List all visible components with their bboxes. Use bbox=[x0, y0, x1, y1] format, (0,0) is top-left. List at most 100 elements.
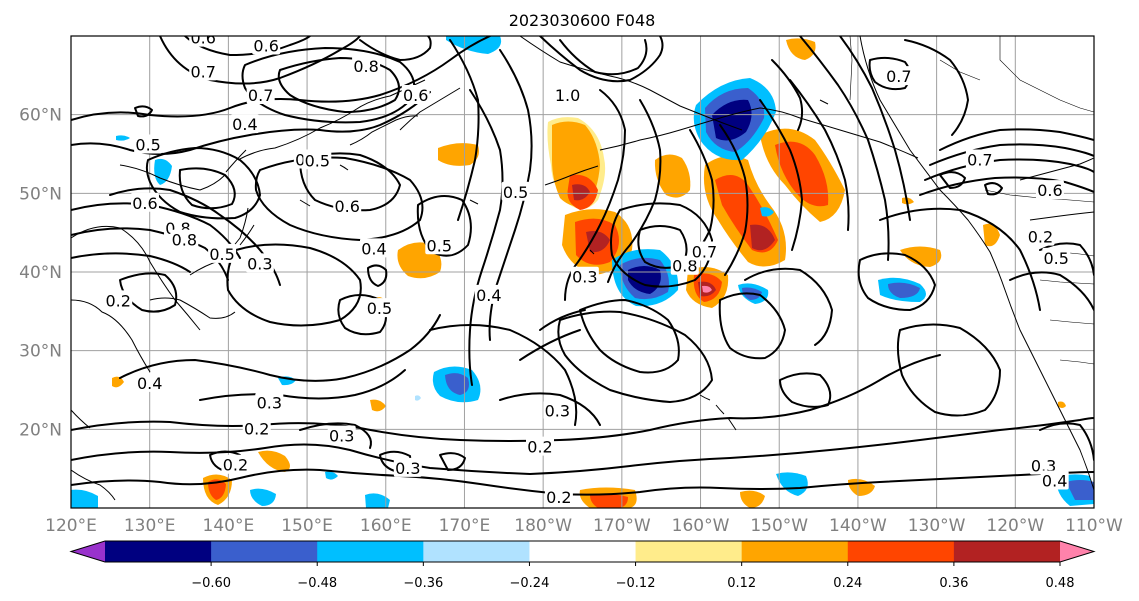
svg-text:0.5: 0.5 bbox=[135, 136, 160, 155]
svg-text:0.5: 0.5 bbox=[209, 245, 234, 264]
contour-label: 0.7 bbox=[189, 61, 218, 81]
contour-label: 0.5 bbox=[1042, 247, 1071, 268]
svg-text:0.4: 0.4 bbox=[361, 239, 386, 258]
svg-text:0.3: 0.3 bbox=[545, 401, 570, 420]
contour-label: 0.2 bbox=[221, 454, 250, 475]
colorbar-tick-label: −0.36 bbox=[403, 576, 443, 591]
colorbar: −0.60 −0.48 −0.36 −0.24 −0.12 0.12 0.24 0.36 0.4… bbox=[69, 540, 1096, 591]
svg-text:0.4: 0.4 bbox=[1042, 471, 1067, 490]
svg-text:0.2: 0.2 bbox=[546, 488, 571, 507]
contour-label: 0.8 bbox=[670, 255, 699, 276]
political-borders bbox=[849, 36, 1094, 365]
colorbar-tick-label: 0.36 bbox=[939, 576, 968, 591]
contour-label: 0.3 bbox=[570, 266, 599, 287]
longitude-tick-label: 130°E bbox=[124, 516, 176, 536]
contour-label: 0.6 bbox=[189, 29, 218, 48]
svg-text:0.8: 0.8 bbox=[672, 257, 697, 276]
contour-label: 0.8 bbox=[170, 229, 199, 250]
contour-label: 0.2 bbox=[1026, 226, 1055, 247]
svg-text:0.3: 0.3 bbox=[395, 459, 420, 478]
map-area: 0.60.60.70.80.70.61.00.40.50.50.50.50.60… bbox=[71, 29, 1094, 508]
latitude-tick-label: 20°N bbox=[19, 420, 62, 440]
contour-label: 0.4 bbox=[474, 284, 503, 305]
latitude-tick-label: 60°N bbox=[19, 106, 62, 126]
svg-text:0.2: 0.2 bbox=[527, 438, 552, 457]
contour-label: 0.3 bbox=[327, 425, 356, 446]
contour-label: 0.7 bbox=[246, 85, 275, 105]
latitude-tick-label: 50°N bbox=[19, 184, 62, 204]
longitude-tick-label: 160°E bbox=[360, 516, 412, 536]
svg-text:0.7: 0.7 bbox=[967, 151, 992, 170]
contour-label: 0.4 bbox=[359, 238, 388, 258]
colorbar-segment bbox=[741, 541, 849, 562]
colorbar-tick-label: 0.24 bbox=[833, 576, 862, 591]
longitude-tick-label: 170°E bbox=[439, 516, 491, 536]
colorbar-tick-label: 0.12 bbox=[727, 576, 756, 591]
contour-label: 0.7 bbox=[965, 149, 994, 170]
svg-text:0.5: 0.5 bbox=[305, 151, 330, 170]
chart-title: 2023030600 F048 bbox=[509, 11, 656, 30]
longitude-axis-labels: 120°E 130°E 140°E 150°E 160°E 170°E 180°W 170°W… bbox=[45, 516, 1123, 536]
svg-text:1.0: 1.0 bbox=[555, 86, 580, 105]
contour-label: 0.5 bbox=[501, 181, 530, 202]
contour-label: 0.6 bbox=[130, 192, 159, 213]
contour-label: 0.6 bbox=[1035, 180, 1064, 200]
contour-labels: 0.60.60.70.80.70.61.00.40.50.50.50.50.60… bbox=[104, 29, 1071, 507]
longitude-tick-label: 150°W bbox=[750, 516, 808, 536]
contour-label: 0.5 bbox=[134, 134, 163, 155]
latitude-axis-labels: 20°N 30°N 40°N 50°N 60°N bbox=[19, 106, 62, 441]
contour-label: 0.2 bbox=[242, 418, 271, 439]
svg-text:0.8: 0.8 bbox=[353, 57, 378, 76]
contour-label: 1.0 bbox=[553, 85, 582, 105]
colorbar-segment bbox=[105, 541, 212, 562]
latitude-tick-label: 40°N bbox=[19, 263, 62, 283]
svg-text:0.7: 0.7 bbox=[886, 67, 911, 86]
colorbar-extend-high bbox=[1060, 541, 1094, 562]
contour-label: 0.3 bbox=[245, 253, 274, 273]
svg-text:0.3: 0.3 bbox=[329, 427, 354, 446]
svg-text:0.4: 0.4 bbox=[476, 286, 501, 305]
map-frame bbox=[70, 35, 1095, 509]
contour-label: 0.5 bbox=[365, 298, 394, 318]
longitude-tick-label: 180°W bbox=[514, 516, 572, 536]
svg-text:0.7: 0.7 bbox=[190, 62, 215, 81]
svg-text:0.6: 0.6 bbox=[403, 86, 428, 105]
contour-label: 0.4 bbox=[135, 372, 164, 393]
colorbar-segment bbox=[423, 541, 530, 562]
contour-label: 0.3 bbox=[393, 457, 422, 478]
svg-text:0.6: 0.6 bbox=[1037, 181, 1062, 200]
contour-label: 0.4 bbox=[1040, 470, 1069, 490]
colorbar-segment bbox=[635, 541, 743, 562]
longitude-tick-label: 120°E bbox=[45, 516, 97, 536]
colorbar-segment bbox=[529, 541, 637, 562]
svg-text:0.7: 0.7 bbox=[248, 86, 273, 105]
svg-text:0.2: 0.2 bbox=[105, 291, 130, 310]
svg-text:0.7: 0.7 bbox=[692, 243, 717, 262]
contour-label: 0.5 bbox=[425, 235, 454, 255]
colorbar-segment bbox=[847, 541, 955, 562]
longitude-tick-label: 150°E bbox=[281, 516, 333, 536]
colorbar-segment bbox=[211, 541, 318, 562]
longitude-tick-label: 170°W bbox=[593, 516, 651, 536]
svg-text:0.6: 0.6 bbox=[253, 36, 278, 55]
colorbar-tick-label: −0.12 bbox=[616, 576, 656, 591]
contour-label: 0.6 bbox=[333, 195, 362, 216]
negative-anomaly-region bbox=[71, 36, 1094, 508]
contour-label: 0.2 bbox=[544, 486, 573, 507]
svg-text:0.5: 0.5 bbox=[427, 236, 452, 255]
svg-text:0.5: 0.5 bbox=[503, 183, 528, 202]
longitude-tick-label: 120°W bbox=[986, 516, 1044, 536]
svg-text:0.4: 0.4 bbox=[137, 374, 162, 393]
svg-text:0.2: 0.2 bbox=[244, 420, 269, 439]
colorbar-segment bbox=[317, 541, 424, 562]
colorbar-extend-low bbox=[71, 541, 105, 562]
contour-label: 0.7 bbox=[690, 241, 719, 262]
contour-label: 0.2 bbox=[526, 436, 555, 457]
svg-text:0.2: 0.2 bbox=[1028, 228, 1053, 247]
colorbar-segment bbox=[953, 541, 1061, 562]
svg-text:0.8: 0.8 bbox=[172, 231, 197, 250]
svg-text:0.6: 0.6 bbox=[190, 29, 215, 48]
longitude-tick-label: 140°E bbox=[203, 516, 255, 536]
longitude-tick-label: 160°W bbox=[672, 516, 730, 536]
